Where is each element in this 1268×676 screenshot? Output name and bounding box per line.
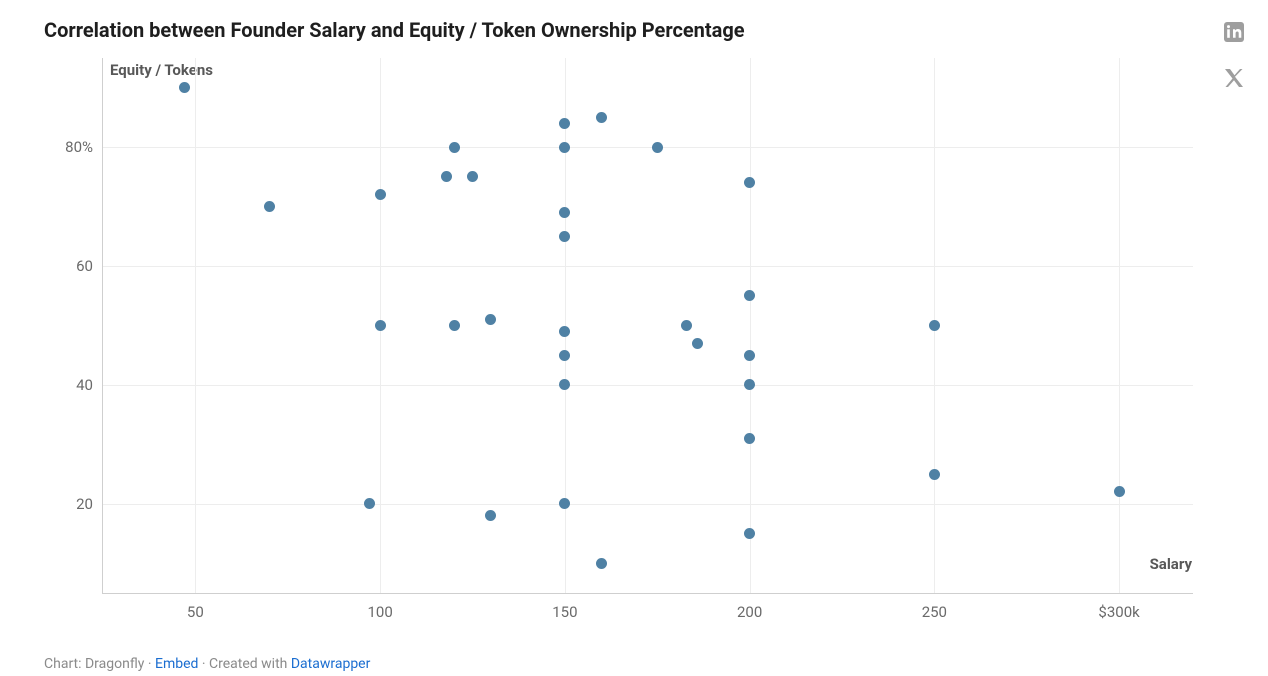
scatter-point[interactable] (559, 118, 570, 129)
scatter-point[interactable] (692, 338, 703, 349)
gridline-vertical (1119, 58, 1120, 593)
scatter-point[interactable] (929, 469, 940, 480)
gridline-horizontal (103, 147, 1193, 148)
scatter-point[interactable] (485, 510, 496, 521)
y-tick-label: 60 (76, 257, 103, 275)
scatter-point[interactable] (559, 379, 570, 390)
x-tick-label: 100 (367, 593, 392, 621)
y-tick-label: 80% (65, 138, 103, 156)
scatter-point[interactable] (375, 189, 386, 200)
scatter-point[interactable] (559, 350, 570, 361)
scatter-point[interactable] (467, 171, 478, 182)
scatter-point[interactable] (449, 320, 460, 331)
plot-area: 50100150200250$300k20406080% (102, 58, 1193, 594)
x-tick-label: 150 (552, 593, 577, 621)
x-tick-label: $300k (1098, 593, 1139, 621)
scatter-point[interactable] (559, 498, 570, 509)
chart-container: Equity / Tokens Salary 50100150200250$30… (44, 58, 1194, 618)
x-tick-label: 200 (737, 593, 762, 621)
scatter-point[interactable] (364, 498, 375, 509)
scatter-point[interactable] (559, 207, 570, 218)
x-icon[interactable] (1220, 64, 1248, 92)
gridline-horizontal (103, 385, 1193, 386)
scatter-point[interactable] (179, 82, 190, 93)
scatter-point[interactable] (929, 320, 940, 331)
x-tick-label: 50 (187, 593, 204, 621)
scatter-point[interactable] (744, 528, 755, 539)
scatter-point[interactable] (1114, 486, 1125, 497)
footer-middle: · Created with (198, 656, 290, 672)
gridline-vertical (195, 58, 196, 593)
scatter-point[interactable] (744, 290, 755, 301)
x-tick-label: 250 (922, 593, 947, 621)
scatter-point[interactable] (652, 142, 663, 153)
share-column (1220, 18, 1250, 110)
scatter-point[interactable] (559, 231, 570, 242)
footer-prefix: Chart: Dragonfly · (44, 656, 155, 672)
y-tick-label: 40 (76, 376, 103, 394)
chart-title: Correlation between Founder Salary and E… (44, 18, 745, 42)
scatter-point[interactable] (449, 142, 460, 153)
scatter-point[interactable] (596, 112, 607, 123)
scatter-point[interactable] (681, 320, 692, 331)
scatter-point[interactable] (485, 314, 496, 325)
scatter-point[interactable] (441, 171, 452, 182)
chart-footer: Chart: Dragonfly · Embed · Created with … (44, 656, 370, 672)
gridline-horizontal (103, 266, 1193, 267)
scatter-point[interactable] (744, 350, 755, 361)
gridline-vertical (750, 58, 751, 593)
scatter-point[interactable] (559, 326, 570, 337)
scatter-point[interactable] (744, 379, 755, 390)
scatter-point[interactable] (264, 201, 275, 212)
embed-link[interactable]: Embed (155, 656, 198, 672)
scatter-point[interactable] (596, 558, 607, 569)
scatter-point[interactable] (559, 142, 570, 153)
datawrapper-link[interactable]: Datawrapper (291, 656, 371, 672)
y-tick-label: 20 (76, 495, 103, 513)
scatter-point[interactable] (744, 433, 755, 444)
gridline-horizontal (103, 504, 1193, 505)
linkedin-icon[interactable] (1220, 18, 1248, 46)
scatter-point[interactable] (744, 177, 755, 188)
scatter-point[interactable] (375, 320, 386, 331)
